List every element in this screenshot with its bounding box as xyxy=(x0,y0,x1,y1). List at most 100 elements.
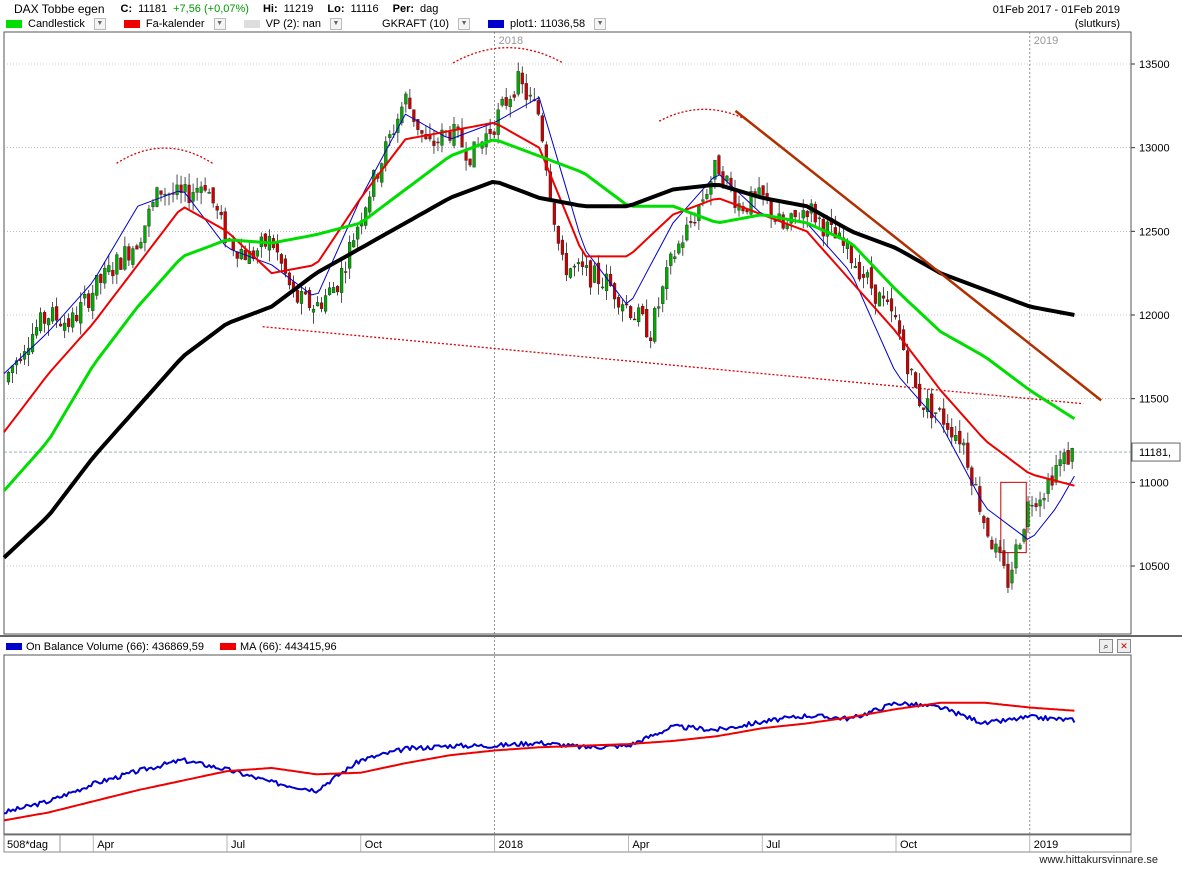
period-label: Per: xyxy=(392,3,415,15)
candle-body xyxy=(905,350,910,375)
last-price-value: 11181, xyxy=(1139,447,1171,459)
candle-body xyxy=(319,302,324,309)
candle-body xyxy=(364,207,368,226)
obv-lines xyxy=(3,701,1076,822)
candle-body xyxy=(420,130,424,134)
candle-body xyxy=(689,221,693,224)
candle-body xyxy=(352,240,356,248)
candle-body xyxy=(175,184,179,195)
candle-body xyxy=(592,265,597,283)
x-tick-label: Jul xyxy=(231,839,245,851)
candle-body xyxy=(199,186,203,193)
y-tick-label: 12500 xyxy=(1139,226,1170,238)
candle-body xyxy=(528,94,532,97)
candle-body xyxy=(600,286,605,289)
instrument-title[interactable]: DAX Tobbe egen xyxy=(14,2,105,16)
annotations xyxy=(116,47,1084,554)
candle-body xyxy=(922,407,926,410)
candle-body xyxy=(633,318,637,321)
price-grid: 2018 2019 xyxy=(4,32,1131,834)
candle-body xyxy=(311,308,316,313)
candle-body xyxy=(75,314,79,322)
candle-body xyxy=(452,124,456,146)
candle-body xyxy=(315,302,320,307)
candle-body xyxy=(51,307,55,322)
y-tick-label: 10500 xyxy=(1139,561,1170,573)
candle-body xyxy=(42,311,47,324)
candle-body xyxy=(323,295,328,312)
candle-body xyxy=(135,245,139,250)
candle-body xyxy=(1066,450,1070,465)
candle-body xyxy=(1002,550,1006,566)
legend-swatch xyxy=(219,643,236,650)
x-tick-label: 2018 xyxy=(499,839,523,851)
zoom-icon[interactable]: ⌕ xyxy=(1099,639,1113,653)
candle-body xyxy=(966,442,970,468)
candle-body xyxy=(1034,503,1038,508)
indicator-legend: Candlestick ▼ Fa-kalender ▼ VP (2): nan ▼ G… xyxy=(0,17,618,31)
candle-body xyxy=(163,194,167,196)
candle-body xyxy=(701,199,705,202)
candle-body xyxy=(568,268,573,278)
candle-body xyxy=(998,546,1002,553)
candle-body xyxy=(448,131,452,141)
candle-body xyxy=(1010,569,1014,584)
series-line xyxy=(3,122,1075,487)
last-price-tag xyxy=(1131,442,1181,462)
dropdown-icon: ▼ xyxy=(594,18,607,30)
candle-body xyxy=(608,274,613,286)
legend-candlestick[interactable]: Candlestick ▼ xyxy=(0,18,112,30)
legend-obv[interactable]: On Balance Volume (66): 436869,59 xyxy=(0,641,204,653)
candle-body xyxy=(356,226,360,240)
candle-body xyxy=(123,246,127,270)
candle-body xyxy=(119,257,123,270)
candle-body xyxy=(893,314,898,318)
legend-obv-ma[interactable]: MA (66): 443415,96 xyxy=(214,641,337,653)
y-tick-label: 13500 xyxy=(1139,59,1170,71)
candle-body xyxy=(697,205,701,222)
candle-body xyxy=(572,265,577,268)
site-credit[interactable]: www.hittakursvinnare.se xyxy=(1039,854,1158,866)
candle-body xyxy=(139,242,143,249)
candle-body xyxy=(910,368,914,371)
legend-fa-kalender[interactable]: Fa-kalender ▼ xyxy=(118,18,232,30)
candle-body xyxy=(950,427,954,438)
candle-body xyxy=(1018,544,1022,550)
candle-body xyxy=(873,284,878,304)
candle-body xyxy=(215,206,219,211)
close-panel-icon[interactable]: ✕ xyxy=(1117,639,1131,653)
candle-body xyxy=(103,267,107,284)
candle-body xyxy=(1014,544,1018,569)
chart-frames xyxy=(0,31,1182,853)
candle-body xyxy=(516,71,520,95)
candle-body xyxy=(1058,459,1062,467)
resistance-trendline xyxy=(734,109,1102,402)
x-tick-label: 2019 xyxy=(1034,839,1058,851)
dropdown-icon: ▼ xyxy=(93,18,106,30)
y-tick-label: 13000 xyxy=(1139,143,1170,155)
candle-body xyxy=(416,119,420,130)
candle-body xyxy=(821,219,825,237)
legend-vp[interactable]: VP (2): nan ▼ xyxy=(238,18,348,30)
candle-body xyxy=(685,224,689,241)
dropdown-icon: ▼ xyxy=(458,18,471,30)
candle-body xyxy=(934,412,938,414)
candle-body xyxy=(412,109,416,122)
candle-body xyxy=(279,254,284,264)
candle-body xyxy=(488,129,492,135)
period-value[interactable]: dag xyxy=(420,3,439,15)
y-tick-label: 11000 xyxy=(1139,477,1169,489)
legend-plot1[interactable]: plot1: 11036,58 ▼ xyxy=(482,18,612,30)
candle-body xyxy=(564,252,569,276)
date-range: 01Feb 2017 - 01Feb 2019 (slutkurs) xyxy=(993,3,1120,31)
candle-body xyxy=(865,272,870,278)
candle-body xyxy=(307,289,312,308)
x-tick-label: Oct xyxy=(900,839,917,851)
top-formation-arc xyxy=(658,108,750,122)
candle-body xyxy=(211,187,215,204)
candle-body xyxy=(709,181,713,195)
candle-body xyxy=(59,323,63,327)
legend-gkraft[interactable]: GKRAFT (10) ▼ xyxy=(354,18,476,30)
candle-body xyxy=(99,274,103,283)
